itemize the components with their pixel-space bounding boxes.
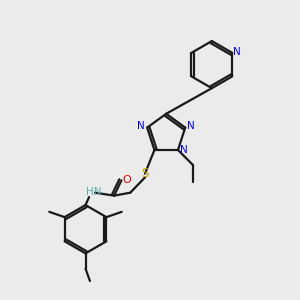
Text: N: N (233, 47, 241, 57)
Text: N: N (137, 121, 145, 131)
Text: S: S (141, 167, 149, 180)
Text: O: O (122, 175, 131, 185)
Text: N: N (180, 145, 188, 155)
Text: HN: HN (86, 187, 101, 197)
Text: N: N (187, 121, 195, 131)
